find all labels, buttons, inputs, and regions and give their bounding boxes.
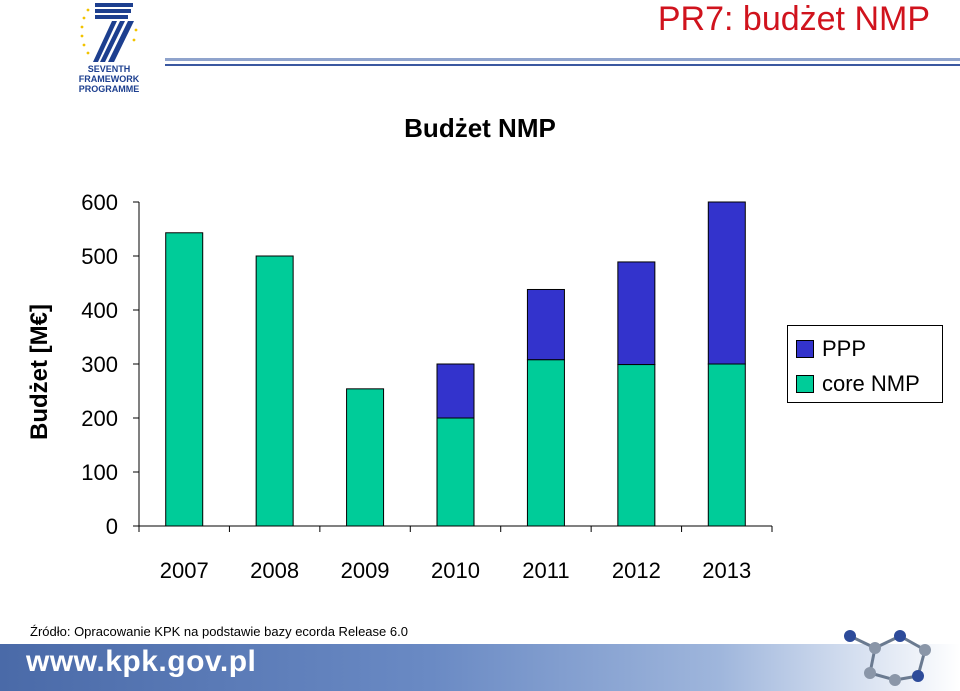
bar-chart: 0 100 200 300 400 500 600 2007 2008 2009 2010 2011 2… <box>81 190 773 583</box>
chart-legend: PPP core NMP <box>787 325 943 403</box>
header-divider <box>165 58 960 66</box>
y-tick-label-600: 600 <box>81 190 118 215</box>
fp7-logo-text: SEVENTH FRAMEWORK PROGRAMME <box>78 64 140 94</box>
x-tick-label-2008: 2008 <box>250 558 299 583</box>
bar-ppp-2012 <box>617 261 656 366</box>
x-tick-label-2013: 2013 <box>702 558 751 583</box>
legend-label-ppp: PPP <box>822 336 867 361</box>
y-tick-label-400: 400 <box>81 298 118 323</box>
legend-swatch-ppp <box>796 340 814 358</box>
footer-bar <box>0 644 960 691</box>
bar-core-nmp-2013 <box>707 363 746 527</box>
bar-core-nmp-2011 <box>526 359 565 527</box>
footer-url[interactable]: www.kpk.gov.pl <box>26 645 257 678</box>
x-tick-label-2010: 2010 <box>431 558 480 583</box>
kpk-network-logo <box>844 630 931 686</box>
legend-label-core-nmp: core NMP <box>822 371 920 396</box>
bar-ppp-2011 <box>526 288 565 361</box>
fp7-logo <box>80 3 138 62</box>
legend-swatch-core-nmp <box>796 375 814 393</box>
y-tick-label-0: 0 <box>106 514 118 539</box>
bar-core-nmp-2007 <box>165 232 204 527</box>
x-tick-label-2009: 2009 <box>341 558 390 583</box>
bar-core-nmp-2010 <box>436 417 475 527</box>
y-tick-label-300: 300 <box>81 352 118 377</box>
bar-core-nmp-2012 <box>617 364 656 527</box>
x-tick-label-2011: 2011 <box>522 558 569 583</box>
bar-ppp-2010 <box>436 363 475 419</box>
source-note: Źródło: Opracowanie KPK na podstawie baz… <box>30 624 408 639</box>
y-tick-label-500: 500 <box>81 244 118 269</box>
chart-title: Budżet NMP <box>404 113 556 143</box>
bar-core-nmp-2009 <box>346 388 385 527</box>
y-tick-label-100: 100 <box>81 460 118 485</box>
bar-ppp-2013 <box>707 201 746 365</box>
x-tick-label-2007: 2007 <box>160 558 209 583</box>
bar-core-nmp-2008 <box>255 255 294 527</box>
slide-title: PR7: budżet NMP <box>657 0 930 38</box>
legend-item-core-nmp: core NMP <box>796 371 920 396</box>
y-tick-label-200: 200 <box>81 406 118 431</box>
x-tick-label-2012: 2012 <box>612 558 661 583</box>
legend-item-ppp: PPP <box>796 336 867 361</box>
